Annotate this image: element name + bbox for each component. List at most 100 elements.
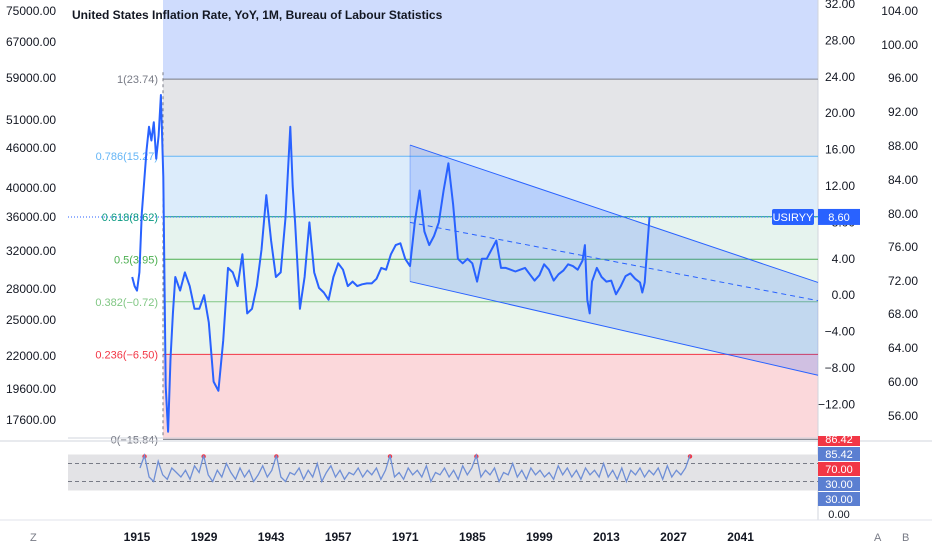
outer-axis-label: 80.00 <box>888 207 918 221</box>
series-layer <box>131 94 651 433</box>
outer-axis-label: 84.00 <box>888 173 918 187</box>
left-axis: 75000.00 67000.00 59000.00 51000.00 46000.00… <box>6 4 56 427</box>
symbol-badge-text: USIRYY <box>773 212 814 224</box>
x-axis-label: 2013 <box>593 530 620 544</box>
left-axis-label: 46000.00 <box>6 141 56 155</box>
left-axis-label: 32000.00 <box>6 244 56 258</box>
inflation-series-line[interactable] <box>131 94 651 433</box>
outer-axis-label: 68.00 <box>888 307 918 321</box>
last-value-badge <box>818 208 860 225</box>
channel-fill <box>410 145 818 376</box>
x-axis-label: 1943 <box>258 530 285 544</box>
value-axis-label: −8.00 <box>825 361 856 375</box>
outer-axis-label: 100.00 <box>881 38 918 52</box>
value-axis-label: −4.00 <box>825 325 856 339</box>
rsi-lower-badge <box>818 477 860 491</box>
left-axis-label: 17600.00 <box>6 413 56 427</box>
value-axis-label: 24.00 <box>825 70 855 84</box>
fib-band <box>163 354 818 440</box>
left-axis-label: 75000.00 <box>6 4 56 18</box>
fib-band <box>163 156 818 217</box>
value-axis-label: 28.00 <box>825 33 855 47</box>
fib-bands <box>163 0 818 440</box>
zoom-button[interactable]: Z <box>30 532 37 544</box>
fib-level-label: 0.236(−6.50) <box>95 349 158 361</box>
rsi-top-badge-text: 86.42 <box>825 434 853 446</box>
rsi-oversold-badge <box>818 492 860 506</box>
left-axis-label: 59000.00 <box>6 71 56 85</box>
rsi-line[interactable] <box>139 453 691 484</box>
fib-band <box>163 259 818 302</box>
x-axis-label: 2027 <box>660 530 687 544</box>
auto-scale-button[interactable]: A <box>874 532 882 544</box>
x-axis: 1915 1929 1943 1957 1971 1985 1999 2013 2027 2041 <box>124 530 755 544</box>
value-axis-label: 0.00 <box>832 288 856 302</box>
fib-band <box>163 301 818 355</box>
outer-axis-label: 104.00 <box>881 4 918 18</box>
rsi-top-badge <box>818 436 860 446</box>
x-axis-label: 1915 <box>124 530 151 544</box>
fib-level-lines <box>68 72 818 440</box>
left-axis-label: 22000.00 <box>6 349 56 363</box>
channel-lower-line[interactable] <box>409 281 819 376</box>
outer-axis-label: 72.00 <box>888 274 918 288</box>
left-axis-label: 67000.00 <box>6 35 56 49</box>
grid-lines <box>0 0 932 521</box>
value-axis-label: 20.00 <box>825 106 855 120</box>
fib-band-top <box>163 0 818 80</box>
left-axis-label: 25000.00 <box>6 313 56 327</box>
x-axis-label: 2041 <box>727 530 754 544</box>
last-value-badge-text: 8.60 <box>828 212 849 224</box>
outer-axis-label: 56.00 <box>888 409 918 423</box>
rsi-oversold-badge-text: 30.00 <box>825 494 853 506</box>
value-axis-label: 12.00 <box>825 179 855 193</box>
rsi-background <box>68 454 818 491</box>
fib-level-label: 1(23.74) <box>117 74 158 86</box>
fib-level-labels: 1(23.74) 0.786(15.27) 0.618(8.62) 0.5(3.95)… <box>95 74 158 446</box>
fib-level-label: 0.382(−0.72) <box>95 297 158 309</box>
value-axis-label: −12.00 <box>818 397 855 411</box>
fib-level-label: 0.618(8.62) <box>102 212 158 224</box>
price-badges: USIRYY 8.60 86.42 85.42 70.00 30.00 30.00 0.00 <box>772 208 860 521</box>
channel-upper-line[interactable] <box>409 144 819 283</box>
x-axis-label: 1985 <box>459 530 486 544</box>
left-axis-label: 19600.00 <box>6 382 56 396</box>
left-axis-label: 28000.00 <box>6 282 56 296</box>
fib-level-label: 0(−15.84) <box>111 434 158 446</box>
outer-axis-label: 96.00 <box>888 71 918 85</box>
value-axis-label: 16.00 <box>825 143 855 157</box>
left-axis-label: 36000.00 <box>6 210 56 224</box>
rsi-overbought-badge-text: 70.00 <box>825 464 853 476</box>
outer-axis-label: 60.00 <box>888 375 918 389</box>
rsi-value-badge <box>818 447 860 461</box>
x-axis-label: 1957 <box>325 530 352 544</box>
outer-axis-label: 92.00 <box>888 105 918 119</box>
log-scale-button[interactable]: B <box>902 532 910 544</box>
fib-level-label: 0.5(3.95) <box>114 254 158 266</box>
rsi-lower-badge-text: 30.00 <box>825 479 853 491</box>
channel-mid-line[interactable] <box>409 221 819 302</box>
rsi-zero-label: 0.00 <box>828 509 849 521</box>
rsi-value-badge-text: 85.42 <box>825 449 853 461</box>
x-axis-label: 1929 <box>191 530 218 544</box>
left-axis-label: 40000.00 <box>6 181 56 195</box>
outer-axis-label: 76.00 <box>888 240 918 254</box>
chart-title: United States Inflation Rate, YoY, 1M, B… <box>72 8 443 22</box>
outer-axis-label: 64.00 <box>888 341 918 355</box>
regression-channel <box>409 144 819 376</box>
symbol-badge[interactable] <box>772 208 814 225</box>
outer-axis: 104.00 100.00 96.00 92.00 88.00 84.00 80.00 76.… <box>881 4 918 423</box>
right-axis: 32.0028.0024.0020.0016.0012.008.004.000.… <box>818 0 855 411</box>
rsi-pane <box>0 440 932 491</box>
fib-level-label: 0.786(15.27) <box>96 151 158 163</box>
value-axis-label: 4.00 <box>832 252 856 266</box>
fib-band <box>163 79 818 157</box>
value-axis-label: 32.00 <box>825 0 855 11</box>
rsi-overbought-badge <box>818 462 860 476</box>
x-axis-label: 1999 <box>526 530 553 544</box>
x-axis-label: 1971 <box>392 530 419 544</box>
left-axis-label: 51000.00 <box>6 113 56 127</box>
outer-axis-label: 88.00 <box>888 139 918 153</box>
